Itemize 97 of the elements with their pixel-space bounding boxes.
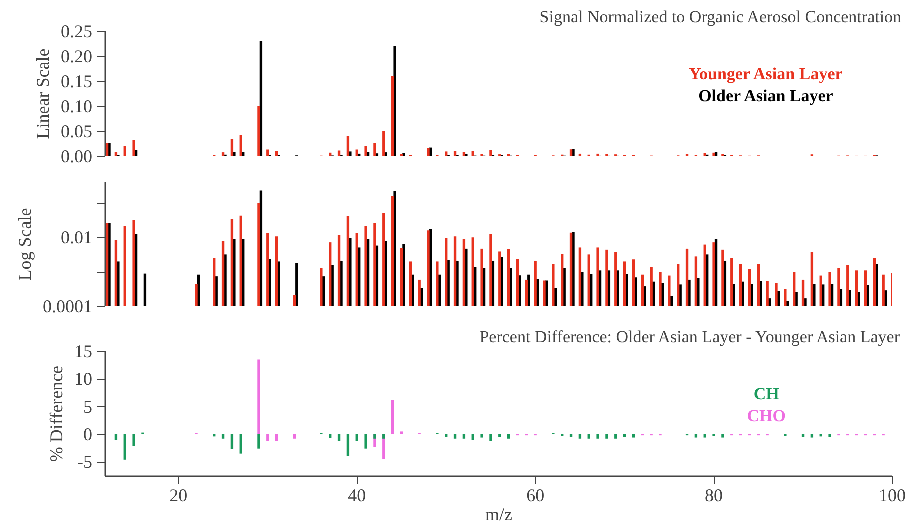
series-label: CHO [747, 406, 786, 426]
y-tick-label: 15 [74, 342, 92, 362]
y-tick-label: 0.20 [61, 46, 92, 66]
bar [462, 152, 466, 156]
bar [258, 106, 260, 156]
bar [614, 434, 618, 439]
bar [382, 131, 386, 156]
bar [364, 434, 368, 449]
bar [454, 151, 457, 156]
y-tick-label: 0.25 [61, 22, 92, 42]
bar [356, 434, 358, 442]
chart-title: Signal Normalized to Organic Aerosol Concentration [540, 8, 902, 26]
bar [230, 140, 234, 156]
bar [391, 400, 394, 434]
x-tick-label: 80 [705, 486, 724, 506]
bar [266, 434, 270, 442]
y-tick-label: 0.0001 [43, 296, 92, 316]
bar [258, 360, 260, 434]
bar [222, 152, 225, 156]
bar [828, 434, 832, 438]
x-tick-label: 20 [170, 486, 188, 506]
bar [394, 46, 396, 156]
bar [114, 434, 118, 440]
bar [222, 434, 225, 439]
bar [632, 434, 636, 438]
y-tick-label: -5 [78, 452, 93, 472]
bar [124, 146, 126, 156]
bar [382, 434, 386, 439]
bar [694, 434, 698, 438]
y-tick-label: 0 [84, 424, 92, 444]
bar [445, 152, 448, 156]
y-tick-label: 0.15 [61, 72, 92, 92]
bar [490, 150, 492, 156]
bar [374, 144, 376, 156]
bar [240, 434, 242, 454]
bar [572, 149, 575, 156]
bar [462, 434, 466, 439]
bar [578, 434, 582, 439]
bar [472, 434, 474, 440]
bar [454, 434, 457, 439]
x-axis-title: m/z [486, 504, 513, 524]
text: Older Asian Layer [698, 86, 834, 106]
text: Younger Asian Layer [689, 64, 844, 84]
bar [588, 434, 590, 439]
y-axis-title: Log Scale [15, 208, 35, 281]
bar [230, 434, 234, 450]
bar [124, 434, 126, 460]
bar [275, 151, 278, 156]
bar [578, 154, 582, 156]
y-tick-label: 10 [74, 369, 92, 390]
bar [712, 152, 716, 156]
bar [329, 434, 332, 438]
bar [472, 152, 474, 156]
bar [374, 434, 376, 439]
bar [391, 76, 394, 156]
x-tick-label: 40 [348, 486, 366, 506]
bar [108, 144, 111, 156]
series-label: CH [754, 384, 780, 404]
y-tick-label: 0.10 [61, 96, 92, 116]
y-axis-title: % Difference [46, 366, 66, 462]
y-tick-label: 0.00 [61, 146, 92, 166]
bar [507, 434, 510, 439]
bar [480, 434, 484, 438]
bar [596, 154, 600, 156]
bar [722, 434, 724, 438]
bar [346, 434, 350, 456]
bar [704, 434, 706, 438]
y-tick-label: 0.05 [61, 122, 92, 142]
bar [704, 153, 706, 156]
x-tick-label: 100 [879, 486, 906, 506]
y-axis-title: Linear Scale [33, 48, 53, 140]
bar [490, 434, 492, 442]
bar [275, 434, 278, 442]
bar [293, 434, 296, 439]
x-tick-label: 60 [526, 486, 545, 506]
bar [349, 152, 352, 156]
bar [240, 135, 242, 156]
bar [384, 152, 388, 156]
bar [132, 140, 136, 156]
bar [132, 434, 136, 446]
bar [346, 136, 350, 156]
bar [570, 150, 573, 156]
bar [233, 152, 236, 156]
bar [427, 148, 430, 156]
bar [606, 434, 608, 439]
y-tick-label: 5 [84, 396, 92, 417]
bar [258, 434, 260, 449]
bar [364, 146, 368, 156]
bar [356, 150, 358, 156]
bar [596, 434, 600, 439]
bar [810, 434, 814, 438]
y-tick-label: 0.01 [61, 228, 92, 248]
bar [338, 434, 341, 442]
bar [329, 152, 332, 156]
chart-title: Percent Difference: Older Asian Layer - Younger Asian Layer [480, 328, 900, 346]
bar [266, 150, 270, 156]
bar [400, 432, 404, 434]
